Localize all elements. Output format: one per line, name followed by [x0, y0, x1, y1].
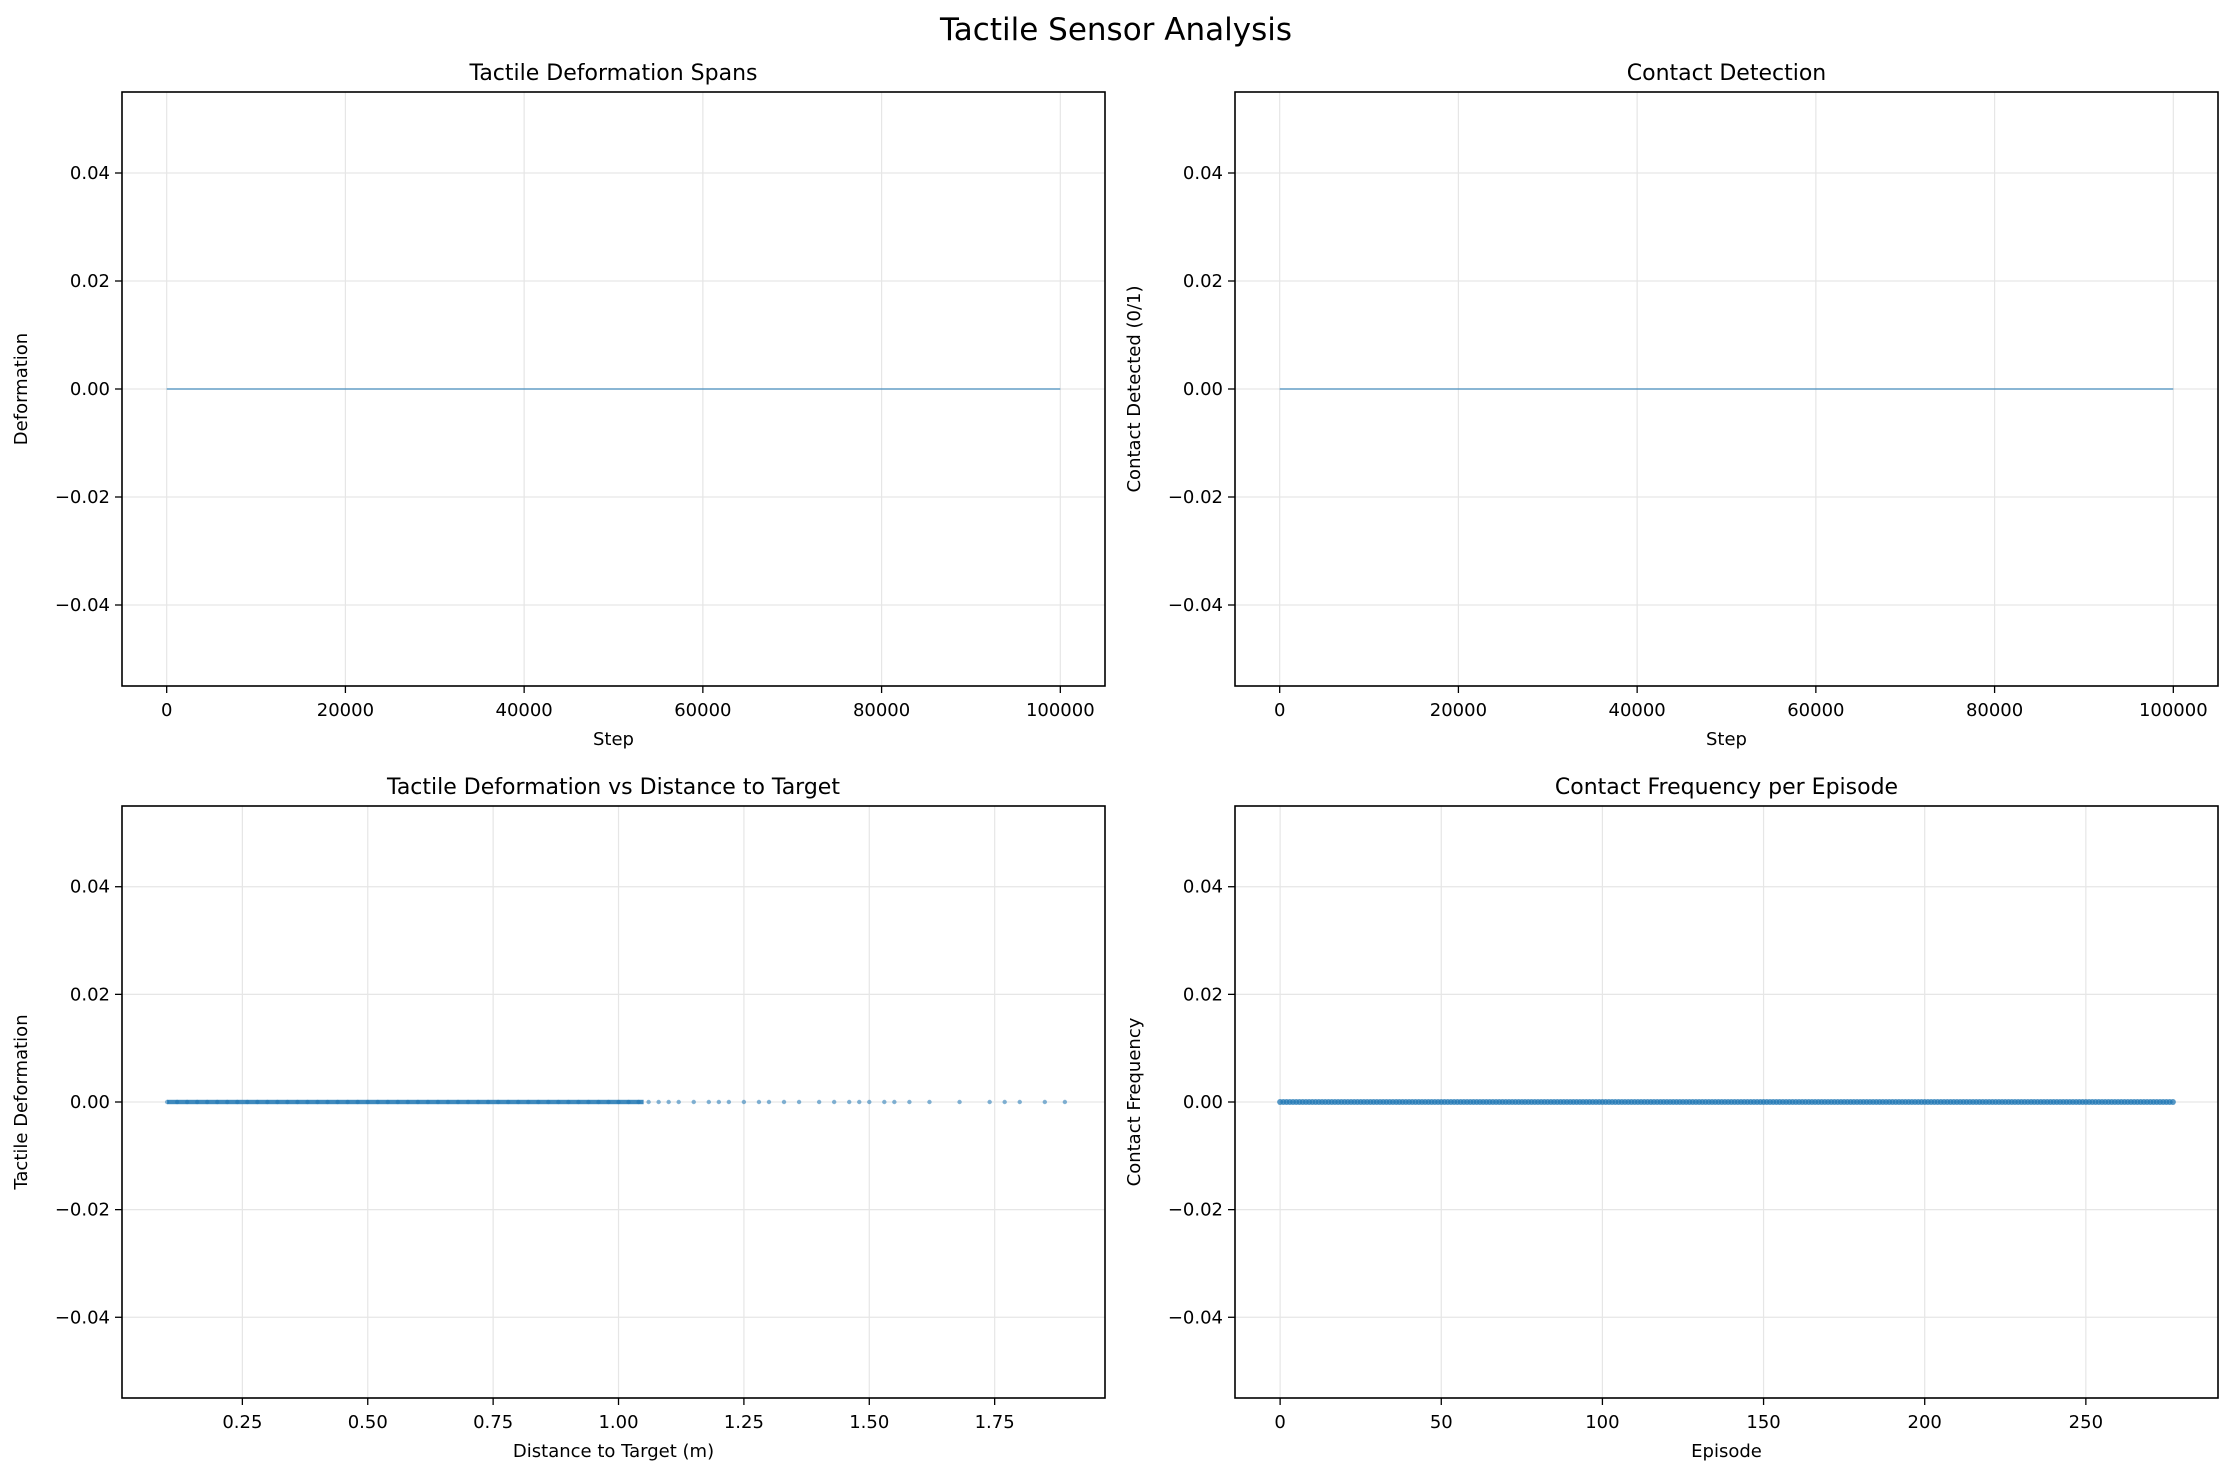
x-tick-label: 80000	[853, 700, 910, 721]
scatter-point	[957, 1099, 962, 1105]
scatter-point	[766, 1099, 772, 1105]
y-tick-label: 0.04	[1183, 163, 1223, 184]
x-tick-label: 100000	[1026, 700, 1095, 721]
x-tick-label: 0	[161, 700, 172, 721]
x-tick-label: 60000	[674, 700, 731, 721]
scatter-point	[691, 1099, 696, 1105]
y-tick-label: 0.02	[1183, 271, 1223, 292]
scatter-point	[987, 1099, 992, 1105]
scatter-point	[831, 1099, 837, 1105]
y-tick-label: −0.02	[1168, 487, 1223, 508]
x-tick-label: 0	[1274, 700, 1285, 721]
subplot-title: Contact Detection	[1627, 61, 1826, 86]
scatter-point	[882, 1099, 887, 1105]
y-tick-label: 0.02	[70, 271, 110, 292]
y-tick-label: 0.02	[1183, 984, 1223, 1005]
scatter-point	[1002, 1099, 1007, 1105]
x-tick-label: 200	[1908, 1412, 1942, 1433]
x-axis-label: Episode	[1691, 1441, 1762, 1462]
scatter-point	[1042, 1099, 1048, 1105]
x-tick-label: 60000	[1787, 700, 1844, 721]
y-tick-label: −0.02	[1168, 1200, 1223, 1221]
y-tick-label: 0.04	[1183, 877, 1223, 898]
y-axis-label: Contact Frequency	[1124, 1017, 1145, 1186]
scatter-point	[2169, 1099, 2176, 1105]
y-tick-label: 0.04	[70, 163, 110, 184]
x-tick-label: 1.50	[849, 1412, 889, 1433]
x-axis-label: Step	[1706, 729, 1747, 750]
scatter-point	[646, 1099, 651, 1105]
scatter-point	[907, 1099, 912, 1105]
x-tick-label: 0.50	[348, 1412, 388, 1433]
x-tick-label: 1.00	[598, 1412, 638, 1433]
scatter-point	[706, 1099, 711, 1105]
scatter-point	[796, 1099, 802, 1105]
x-tick-label: 20000	[317, 700, 374, 721]
subplot-2: 0 20000 40000 60000 80000 100000 −0.04 −0.02 0.0…	[1124, 61, 2219, 750]
y-axis-label: Tactile Deformation	[11, 1014, 32, 1190]
scatter-point	[1062, 1099, 1068, 1105]
y-axis-label: Deformation	[11, 333, 32, 445]
x-tick-label: 1.25	[724, 1412, 764, 1433]
y-tick-label: −0.04	[1168, 1307, 1223, 1328]
scatter-point	[892, 1099, 897, 1105]
scatter-point	[857, 1099, 862, 1105]
x-tick-label: 40000	[496, 700, 553, 721]
x-tick-label: 40000	[1609, 700, 1666, 721]
x-tick-label: 80000	[1966, 700, 2023, 721]
x-tick-label: 150	[1746, 1412, 1780, 1433]
scatter-point	[756, 1099, 762, 1105]
x-tick-label: 0.25	[222, 1412, 262, 1433]
figure-suptitle: Tactile Sensor Analysis	[939, 12, 1292, 48]
scatter-dense-band	[167, 1099, 644, 1105]
x-tick-label: 0.75	[473, 1412, 513, 1433]
subplot-title: Tactile Deformation Spans	[469, 61, 758, 86]
scatter-point	[656, 1099, 661, 1105]
scatter-point	[676, 1099, 681, 1105]
y-tick-label: −0.02	[55, 1200, 110, 1221]
subplot-3: 0.25 0.50 0.75 1.00 1.25 1.50 1.75 −0.04 −0.02 0.…	[11, 775, 1106, 1462]
x-tick-label: 20000	[1430, 700, 1487, 721]
subplot-4: 0 50 100 150 200 250 −0.04 −0.02 0.00 0.02 0.04 Con…	[1124, 775, 2219, 1462]
scatter-point	[927, 1099, 932, 1105]
subplots: 0 20000 40000 60000 80000 100000−0.04−0.020.0…	[11, 61, 2219, 1462]
y-tick-label: 0.00	[1183, 1092, 1223, 1113]
y-tick-label: 0.00	[1183, 379, 1223, 400]
x-tick-label: 0	[1274, 1412, 1285, 1433]
x-tick-label: 100	[1585, 1412, 1619, 1433]
y-axis-label: Contact Detected (0/1)	[1124, 285, 1145, 492]
scatter-point	[666, 1099, 671, 1105]
x-tick-label: 1.75	[975, 1412, 1015, 1433]
scatter-point	[741, 1099, 747, 1105]
scatter-point	[847, 1099, 852, 1105]
scatter-point	[716, 1099, 722, 1105]
x-axis-label: Step	[593, 729, 634, 750]
y-tick-label: −0.02	[55, 487, 110, 508]
x-axis-label: Distance to Target (m)	[513, 1441, 714, 1462]
scatter-point	[726, 1099, 732, 1105]
scatter-point	[781, 1099, 787, 1105]
x-tick-label: 50	[1430, 1412, 1453, 1433]
subplot-title: Contact Frequency per Episode	[1555, 775, 1898, 800]
y-tick-label: −0.04	[1168, 595, 1223, 616]
x-tick-label: 250	[2069, 1412, 2103, 1433]
y-tick-label: 0.02	[70, 984, 110, 1005]
y-tick-label: 0.00	[70, 379, 110, 400]
subplot-title: Tactile Deformation vs Distance to Targe…	[386, 775, 840, 800]
y-tick-label: −0.04	[55, 595, 110, 616]
subplot-1: 0 20000 40000 60000 80000 100000 −0.04 −0.02 0.0…	[11, 61, 1106, 750]
scatter-point	[867, 1099, 872, 1105]
x-tick-label: 100000	[2139, 700, 2208, 721]
y-tick-label: 0.04	[70, 877, 110, 898]
y-tick-label: −0.04	[55, 1307, 110, 1328]
scatter-point	[816, 1099, 822, 1105]
y-tick-label: 0.00	[70, 1092, 110, 1113]
scatter-point	[1017, 1099, 1022, 1105]
